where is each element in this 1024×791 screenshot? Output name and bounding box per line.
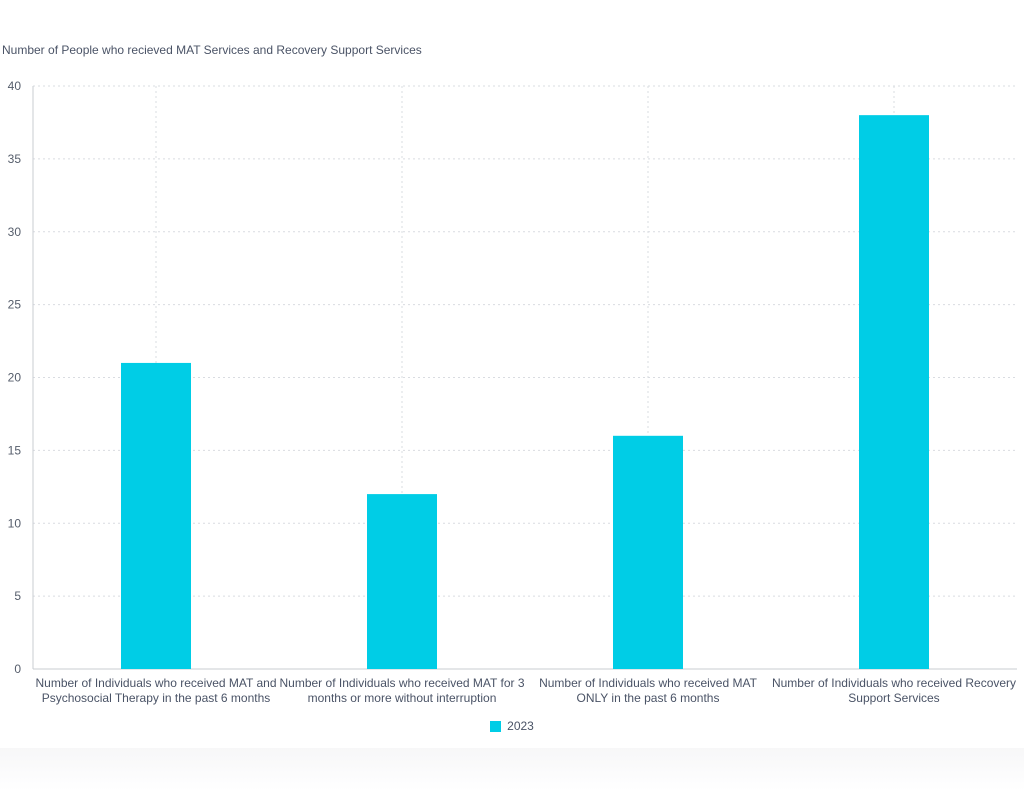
x-category-label: Number of Individuals who received MAT (539, 676, 758, 690)
legend-label: 2023 (507, 719, 534, 733)
y-tick-label: 25 (8, 298, 22, 312)
bar[interactable] (859, 115, 929, 669)
y-tick-label: 35 (8, 152, 22, 166)
legend-swatch (490, 720, 502, 732)
x-category-label: ONLY in the past 6 months (577, 691, 720, 705)
legend[interactable]: 2023 (0, 719, 1024, 733)
bar-chart: 0 5 10 15 20 25 30 35 40 Number of Individuals wh… (8, 79, 1017, 705)
y-tick-label: 20 (8, 371, 22, 385)
y-tick-label: 30 (8, 225, 22, 239)
y-tick-label: 5 (14, 589, 21, 603)
y-tick-label: 15 (8, 443, 22, 457)
bar[interactable] (613, 435, 683, 669)
y-tick-label: 10 (8, 516, 22, 530)
bottom-strip (0, 748, 1024, 791)
x-category-label: Number of Individuals who received MAT f… (280, 676, 525, 690)
bar[interactable] (121, 362, 191, 669)
y-tick-label: 0 (14, 662, 21, 676)
bar[interactable] (367, 494, 437, 669)
x-category-label: Support Services (848, 691, 939, 705)
x-category-label: Number of Individuals who received MAT a… (35, 676, 276, 690)
y-tick-label: 40 (8, 79, 22, 93)
chart-title: Number of People who recieved MAT Servic… (2, 43, 422, 57)
x-category-label: Psychosocial Therapy in the past 6 month… (42, 691, 271, 705)
x-category-label: Number of Individuals who received Recov… (772, 676, 1016, 690)
x-category-label: months or more without interruption (308, 691, 497, 705)
